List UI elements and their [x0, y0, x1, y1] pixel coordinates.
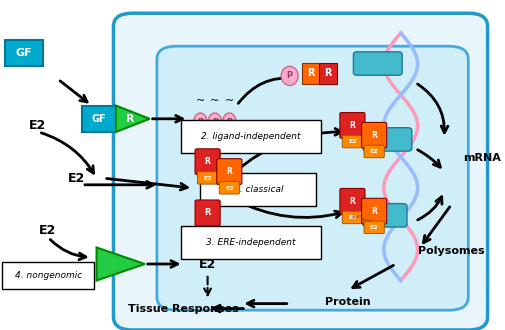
Text: E2: E2 [370, 225, 378, 230]
Text: ~: ~ [225, 96, 234, 106]
Text: R: R [126, 114, 135, 124]
Ellipse shape [208, 113, 222, 131]
Ellipse shape [193, 113, 207, 131]
Ellipse shape [281, 66, 298, 85]
Text: E2: E2 [204, 176, 212, 181]
FancyBboxPatch shape [157, 46, 468, 310]
Text: Jun: Jun [352, 214, 362, 219]
Text: E2: E2 [348, 139, 357, 145]
FancyBboxPatch shape [197, 172, 218, 184]
Text: P: P [212, 117, 218, 127]
Text: P: P [197, 117, 204, 127]
Text: AP-1: AP-1 [373, 211, 396, 220]
Polygon shape [96, 248, 145, 280]
Text: E2: E2 [225, 185, 234, 191]
Text: mRNA: mRNA [464, 153, 501, 163]
Text: ERE: ERE [369, 59, 387, 68]
FancyBboxPatch shape [195, 149, 220, 175]
Text: R: R [205, 157, 211, 166]
FancyBboxPatch shape [3, 262, 94, 289]
FancyBboxPatch shape [363, 128, 412, 151]
Bar [5, 40, 43, 66]
Text: P: P [226, 117, 232, 127]
Text: R: R [307, 68, 315, 78]
Text: ~: ~ [196, 96, 205, 106]
FancyBboxPatch shape [114, 13, 488, 330]
Text: ~: ~ [210, 96, 220, 106]
FancyBboxPatch shape [354, 52, 402, 75]
FancyBboxPatch shape [363, 204, 407, 227]
Text: E2: E2 [68, 172, 85, 185]
Text: 3. ERE-independent: 3. ERE-independent [207, 238, 296, 247]
Text: E2: E2 [370, 149, 378, 154]
Text: P: P [287, 71, 293, 81]
Text: R: R [205, 208, 211, 217]
Text: E2: E2 [199, 257, 216, 271]
Text: E2: E2 [348, 215, 357, 220]
Text: E2: E2 [38, 224, 56, 238]
Text: Fos: Fos [362, 218, 372, 223]
FancyBboxPatch shape [195, 200, 220, 226]
Text: 1. classical: 1. classical [233, 185, 283, 194]
Text: R: R [349, 197, 356, 206]
FancyBboxPatch shape [217, 159, 242, 184]
Bar [82, 106, 116, 132]
FancyBboxPatch shape [362, 198, 387, 224]
Text: R: R [371, 207, 377, 216]
FancyBboxPatch shape [219, 182, 239, 194]
Text: E2: E2 [29, 119, 46, 132]
Text: ERE: ERE [378, 135, 397, 144]
Ellipse shape [223, 113, 236, 131]
Text: GF: GF [91, 114, 106, 124]
Text: 2. ligand-independent: 2. ligand-independent [201, 132, 301, 142]
FancyBboxPatch shape [342, 135, 363, 148]
FancyBboxPatch shape [364, 145, 384, 158]
FancyBboxPatch shape [362, 122, 387, 148]
Text: R: R [226, 167, 232, 176]
FancyBboxPatch shape [342, 211, 363, 224]
Text: Protein: Protein [325, 297, 370, 307]
Text: R: R [324, 68, 332, 78]
FancyBboxPatch shape [340, 113, 365, 138]
Text: R: R [371, 131, 377, 140]
FancyBboxPatch shape [181, 120, 321, 153]
Bar [319, 63, 337, 84]
Bar [302, 63, 320, 84]
Text: Tissue Responses: Tissue Responses [128, 304, 239, 314]
Polygon shape [116, 106, 149, 132]
FancyBboxPatch shape [200, 173, 316, 206]
Text: R: R [349, 121, 356, 130]
FancyBboxPatch shape [340, 188, 365, 214]
FancyBboxPatch shape [364, 221, 384, 234]
Text: 4. nongenomic: 4. nongenomic [15, 271, 82, 280]
Text: Polysomes: Polysomes [418, 246, 485, 256]
Text: GF: GF [16, 48, 32, 58]
FancyBboxPatch shape [181, 226, 321, 259]
